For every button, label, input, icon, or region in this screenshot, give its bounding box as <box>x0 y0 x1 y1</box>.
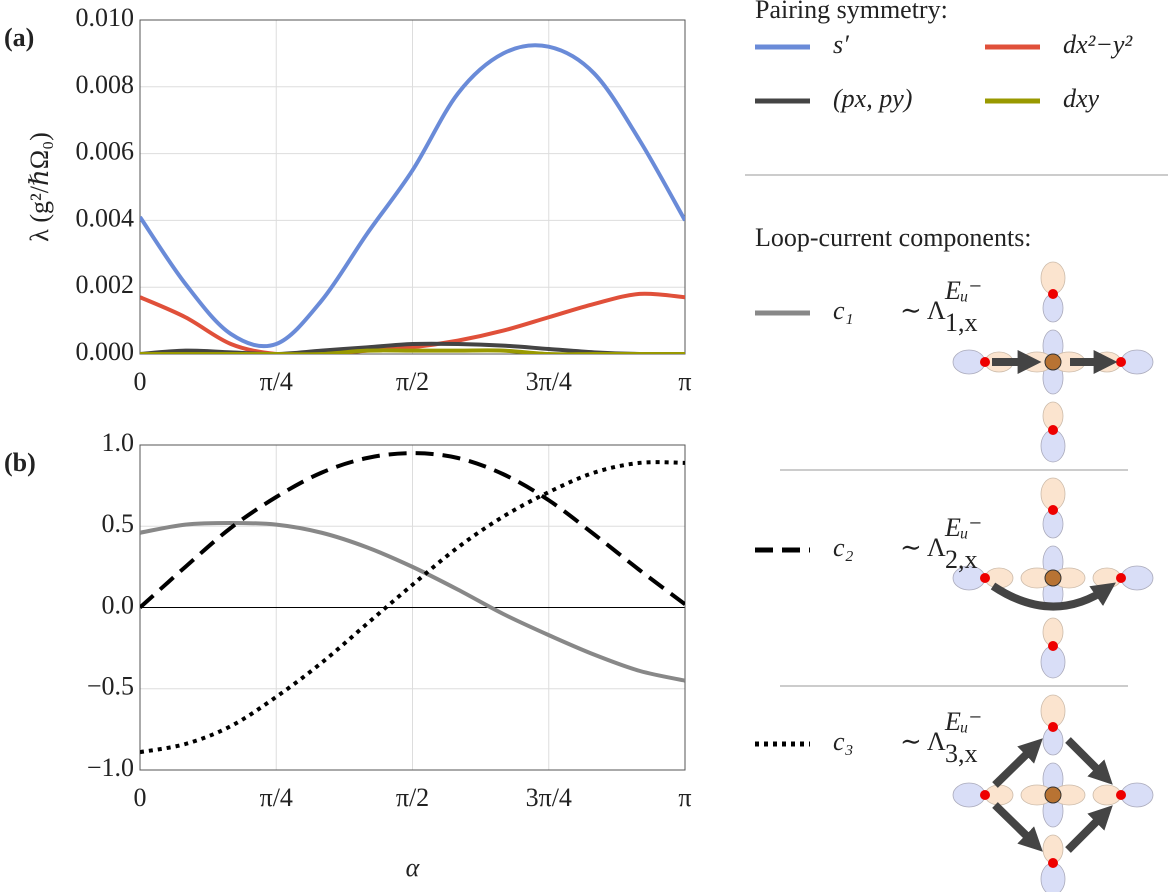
y-tick-label: 0.008 <box>76 70 135 99</box>
x-tick-label: 0 <box>134 783 147 812</box>
legend-subscript: 3,x <box>945 739 978 768</box>
series-line <box>140 521 685 683</box>
series-line <box>140 348 685 354</box>
x-tick-label: 3π/4 <box>526 367 572 396</box>
y-tick-label: 0.004 <box>76 203 135 232</box>
legend-title: Pairing symmetry: <box>755 0 948 24</box>
x-tick-label: π/4 <box>260 783 293 812</box>
y-tick-label: 0.000 <box>76 337 135 366</box>
orbital-diagram <box>952 694 1154 892</box>
legend-operator: ∼ Λ <box>900 296 946 325</box>
legend-label: (px, py) <box>833 84 912 113</box>
legend-label: c₁ <box>833 296 854 325</box>
y-tick-label: 0.5 <box>102 509 135 538</box>
x-tick-label: π <box>678 367 691 396</box>
plot-frame <box>139 19 686 355</box>
legend-superscript: Eᵤ⁻ <box>944 276 982 305</box>
y-axis-label: λ (g²/ℏΩ₀) <box>25 132 54 242</box>
series-line <box>140 460 685 755</box>
y-tick-label: 0.002 <box>76 270 135 299</box>
x-tick-label: 3π/4 <box>526 783 572 812</box>
series-line <box>140 43 685 349</box>
legend-operator: ∼ Λ <box>900 533 946 562</box>
panel-label: (b) <box>4 448 36 477</box>
x-tick-label: 0 <box>134 367 147 396</box>
panel-label: (a) <box>4 23 34 52</box>
x-tick-label: π/4 <box>260 367 293 396</box>
legend-label: dx²−y² <box>1063 30 1133 59</box>
y-tick-label: 0.010 <box>76 3 135 32</box>
legend-subscript: 2,x <box>945 545 978 574</box>
orbital-diagram <box>952 261 1154 463</box>
y-tick-label: 1.0 <box>102 428 135 457</box>
series-line <box>140 291 685 354</box>
legend-label: dxy <box>1063 84 1100 113</box>
legend-title: Loop-current components: <box>755 223 1032 252</box>
x-tick-label: π/2 <box>396 367 429 396</box>
legend-superscript: Eᵤ⁻ <box>944 707 982 736</box>
legend-subscript: 1,x <box>945 308 978 337</box>
y-tick-label: −0.5 <box>87 672 134 701</box>
x-axis-label: α <box>406 853 421 882</box>
legend-label: c₃ <box>833 727 854 756</box>
legend-label: s′ <box>833 30 849 59</box>
y-tick-label: 0.0 <box>102 590 135 619</box>
x-tick-label: π <box>678 783 691 812</box>
legend-superscript: Eᵤ⁻ <box>944 513 982 542</box>
x-tick-label: π/2 <box>396 783 429 812</box>
y-tick-label: −1.0 <box>87 753 134 782</box>
y-tick-label: 0.006 <box>76 137 135 166</box>
orbital-diagram <box>952 477 1154 679</box>
legend-label: c₂ <box>833 533 854 562</box>
series-line <box>140 451 685 609</box>
legend-operator: ∼ Λ <box>900 727 946 756</box>
